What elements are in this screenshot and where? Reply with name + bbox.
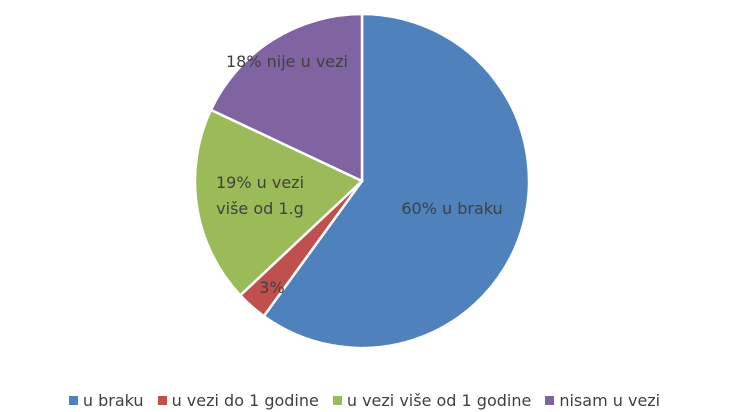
legend-swatch xyxy=(332,395,342,405)
legend-label: u braku xyxy=(82,390,144,410)
legend-label: u vezi više od 1 godine xyxy=(346,390,532,410)
pie-slice xyxy=(262,12,531,350)
legend-item: u vezi više od 1 godine xyxy=(332,389,532,411)
legend-label: nisam u vezi xyxy=(559,390,661,410)
data-label: 3% xyxy=(259,278,285,297)
pie-area xyxy=(193,12,531,350)
legend-item: nisam u vezi xyxy=(545,389,660,411)
pie-slice xyxy=(193,108,364,297)
data-label: 60% u braku xyxy=(401,199,503,218)
legend-swatch xyxy=(545,395,555,405)
data-label: 18% nije u vezi xyxy=(226,52,348,71)
data-label: 19% u vezi više od 1.g xyxy=(215,173,305,218)
legend-item: u braku xyxy=(68,389,144,411)
legend-swatch xyxy=(68,395,78,405)
legend: u braku u vezi do 1 godine u vezi više od … xyxy=(0,389,729,411)
legend-swatch xyxy=(157,395,167,405)
pie-slice xyxy=(209,12,364,183)
legend-item: u vezi do 1 godine xyxy=(157,389,319,411)
legend-label: u vezi do 1 godine xyxy=(171,390,319,410)
